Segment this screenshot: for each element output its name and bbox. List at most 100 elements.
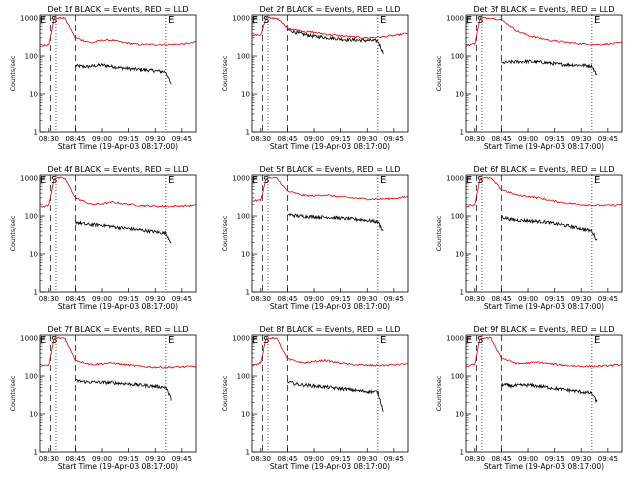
- y-tick-label: 1000: [20, 175, 38, 183]
- panel-title: Det 6f BLACK = Events, RED = LLD: [473, 165, 614, 174]
- panel-8: Det 8f BLACK = Events, RED = LLD 1 10 100 10…: [221, 325, 409, 471]
- y-axis-label: Counts/sec: [435, 375, 443, 411]
- panel-title: Det 2f BLACK = Events, RED = LLD: [259, 5, 400, 14]
- y-tick-label: 10: [241, 251, 250, 259]
- events-series-line: [501, 58, 598, 76]
- edge-marker: E: [466, 175, 472, 186]
- y-axis-label: Counts/sec: [221, 215, 229, 251]
- start-marker: S: [477, 335, 483, 346]
- y-tick-label: 1000: [20, 15, 38, 23]
- edge-marker: E: [252, 335, 258, 346]
- y-axis-label: Counts/sec: [9, 55, 17, 91]
- y-tick-label: 10: [29, 251, 38, 259]
- x-tick-label: 09:00: [518, 135, 538, 143]
- y-tick-label: 100: [451, 53, 464, 61]
- lld-series-line: [251, 16, 408, 39]
- x-tick-label: 08:30: [39, 135, 59, 143]
- x-tick-label: 09:30: [571, 135, 591, 143]
- lld-series-line: [40, 336, 196, 369]
- y-tick-label: 100: [25, 373, 38, 381]
- y-axis-label: Counts/sec: [435, 55, 443, 91]
- x-axis-label: Start Time (19-Apr-03 08:17:00): [484, 462, 604, 471]
- x-tick-label: 08:30: [465, 295, 485, 303]
- panel-6: Det 6f BLACK = Events, RED = LLD 1 10 100 10…: [435, 165, 623, 311]
- x-tick-label: 09:45: [598, 455, 618, 463]
- lld-series-line: [466, 16, 622, 47]
- events-series-line: [75, 378, 172, 401]
- y-axis-label: Counts/sec: [9, 375, 17, 411]
- panel-title: Det 5f BLACK = Events, RED = LLD: [259, 165, 400, 174]
- y-tick-label: 100: [25, 213, 38, 221]
- lld-series-line: [40, 176, 196, 208]
- panel-3: Det 3f BLACK = Events, RED = LLD 1 10 100 10…: [435, 5, 623, 151]
- x-tick-label: 08:30: [465, 135, 485, 143]
- y-tick-label: 10: [455, 91, 464, 99]
- y-tick-label: 100: [237, 213, 250, 221]
- x-tick-label: 09:00: [518, 455, 538, 463]
- y-tick-label: 1000: [232, 335, 250, 343]
- panel-5: Det 5f BLACK = Events, RED = LLD 1 10 100 10…: [221, 165, 409, 311]
- y-tick-label: 1000: [20, 335, 38, 343]
- x-tick-label: 09:45: [384, 135, 404, 143]
- events-series-line: [501, 214, 598, 241]
- panel-title: Det 3f BLACK = Events, RED = LLD: [473, 5, 614, 14]
- x-tick-label: 09:45: [598, 135, 618, 143]
- panel-1: Det 1f BLACK = Events, RED = LLD 1 10 100 10…: [9, 5, 197, 151]
- end-marker: E: [168, 175, 174, 186]
- start-marker: S: [51, 15, 57, 26]
- y-tick-label: 10: [241, 411, 250, 419]
- plot-frame: [465, 334, 623, 453]
- x-tick-label: 08:45: [491, 135, 511, 143]
- x-tick-label: 09:30: [571, 295, 591, 303]
- y-axis-label: Counts/sec: [221, 375, 229, 411]
- end-marker: E: [168, 15, 174, 26]
- y-axis-label: Counts/sec: [9, 215, 17, 251]
- y-tick-label: 1: [460, 129, 464, 137]
- x-tick-label: 09:30: [571, 455, 591, 463]
- x-tick-label: 08:30: [251, 455, 271, 463]
- x-tick-label: 09:00: [92, 295, 112, 303]
- lld-series-line: [466, 176, 622, 208]
- plot-frame: [465, 14, 623, 133]
- panel-2: Det 2f BLACK = Events, RED = LLD 1 10 100 10…: [221, 5, 409, 151]
- start-marker: S: [477, 15, 483, 26]
- edge-marker: E: [466, 335, 472, 346]
- start-marker: S: [51, 335, 57, 346]
- end-marker: E: [380, 175, 386, 186]
- edge-marker: E: [252, 15, 258, 26]
- x-axis-label: Start Time (19-Apr-03 08:17:00): [58, 142, 178, 151]
- end-marker: E: [380, 15, 386, 26]
- y-tick-label: 1000: [232, 175, 250, 183]
- y-tick-label: 1: [460, 449, 464, 457]
- x-tick-label: 09:45: [598, 295, 618, 303]
- x-tick-label: 09:15: [119, 135, 139, 143]
- end-marker: E: [594, 175, 600, 186]
- edge-marker: E: [40, 335, 46, 346]
- panel-title: Det 4f BLACK = Events, RED = LLD: [47, 165, 188, 174]
- start-marker: S: [477, 175, 483, 186]
- y-tick-label: 1: [34, 129, 38, 137]
- x-axis-label: Start Time (19-Apr-03 08:17:00): [58, 302, 178, 311]
- x-tick-label: 08:45: [65, 135, 85, 143]
- x-tick-label: 09:00: [304, 135, 324, 143]
- y-axis-label: Counts/sec: [221, 55, 229, 91]
- x-tick-label: 09:45: [172, 455, 192, 463]
- y-tick-label: 100: [237, 53, 250, 61]
- plot-frame: [251, 174, 409, 293]
- start-marker: S: [263, 15, 269, 26]
- y-axis-label: Counts/sec: [435, 215, 443, 251]
- panel-7: Det 7f BLACK = Events, RED = LLD 1 10 100 10…: [9, 325, 197, 471]
- start-marker: S: [263, 335, 269, 346]
- panel-title: Det 8f BLACK = Events, RED = LLD: [259, 325, 400, 334]
- plot-frame: [251, 14, 409, 133]
- events-series-line: [287, 213, 384, 231]
- x-tick-label: 08:30: [251, 135, 271, 143]
- panel-4: Det 4f BLACK = Events, RED = LLD 1 10 100 10…: [9, 165, 197, 311]
- y-tick-label: 1: [246, 449, 250, 457]
- plot-frame: [39, 334, 197, 453]
- x-tick-label: 09:15: [331, 455, 351, 463]
- x-tick-label: 09:15: [545, 135, 565, 143]
- lld-series-line: [466, 336, 622, 368]
- events-series-line: [287, 28, 384, 55]
- x-tick-label: 09:30: [145, 135, 165, 143]
